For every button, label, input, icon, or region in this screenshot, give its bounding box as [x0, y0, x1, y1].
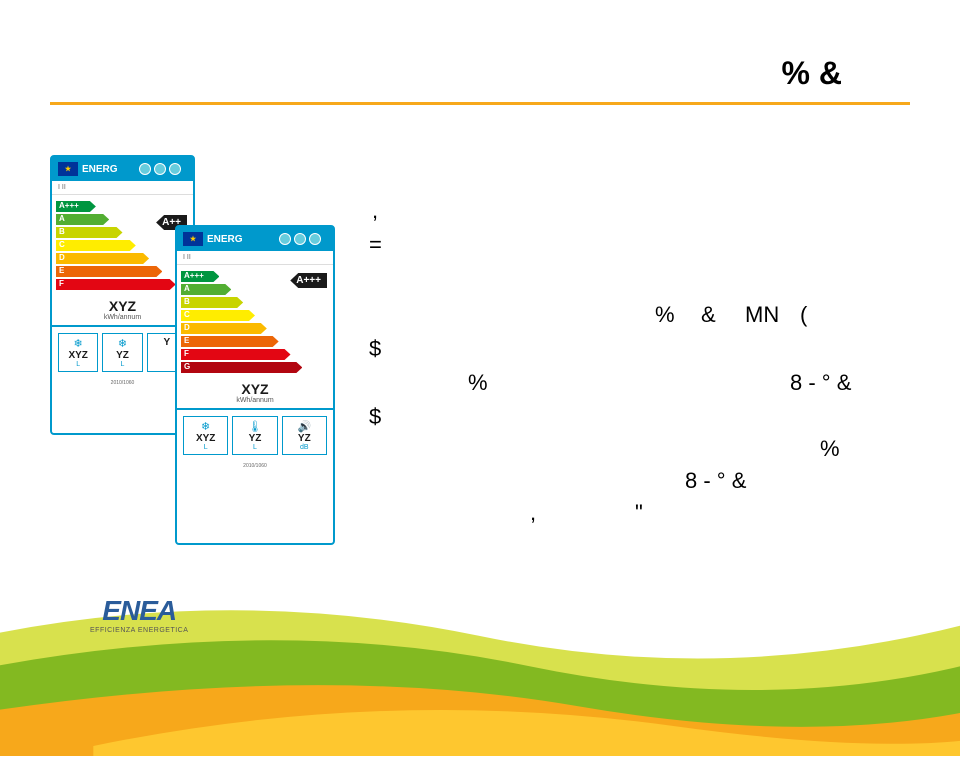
label-bottom-item: ❄XYZL: [58, 333, 98, 372]
label1-xyz: XYZ: [52, 294, 193, 314]
label1-bars: A++ A+++ABCDEF: [52, 195, 193, 294]
energy-bar: B: [56, 227, 189, 238]
body-symbol: %: [655, 302, 675, 328]
energy-bar: A: [56, 214, 189, 225]
label1-header: ENERG: [52, 157, 193, 181]
label2-icons: [273, 231, 327, 247]
label2-footer: 2010/1060: [177, 461, 333, 471]
body-symbol: MN: [745, 302, 779, 328]
label1-bottom: ❄XYZL❄YZLY: [52, 325, 193, 378]
energy-label-2: ENERG I II A+++ A+++ABCDEFG XYZ kWh/annu…: [175, 225, 335, 545]
label-bottom-item: ❄XYZL: [183, 416, 228, 455]
label2-subheader: I II: [177, 251, 333, 265]
energy-bar: E: [56, 266, 189, 277]
label2-bottom: ❄XYZL🌡YZL🔊YZdB: [177, 408, 333, 461]
body-symbol: $: [369, 404, 381, 430]
energy-bar: D: [181, 323, 329, 334]
energy-bar: D: [56, 253, 189, 264]
eu-flag-icon: [58, 162, 78, 176]
label1-title: ENERG: [82, 164, 118, 175]
label-bottom-item: 🌡YZL: [232, 416, 277, 455]
energy-bar: F: [56, 279, 189, 290]
body-symbol: ,: [372, 198, 378, 224]
footer-swoosh: [0, 536, 960, 756]
energy-bar: C: [56, 240, 189, 251]
body-symbol: %: [820, 436, 840, 462]
enea-logo: ENEA: [90, 595, 188, 627]
energy-label-1: ENERG I II A++ A+++ABCDEF XYZ kWh/annum …: [50, 155, 195, 435]
enea-logo-block: ENEA EFFICIENZA ENERGETICA: [90, 595, 188, 634]
energy-bar: C: [181, 310, 329, 321]
header-symbols: % &: [782, 55, 842, 92]
energy-bar: G: [181, 362, 329, 373]
label1-xyz-sub: kWh/annum: [52, 314, 193, 321]
label-bottom-item: ❄YZL: [102, 333, 142, 372]
label1-subheader: I II: [52, 181, 193, 195]
body-symbol: ,: [530, 500, 536, 526]
label-bottom-item: 🔊YZdB: [282, 416, 327, 455]
label2-xyz-sub: kWh/annum: [177, 397, 333, 404]
label2-header: ENERG: [177, 227, 333, 251]
energy-bar: E: [181, 336, 329, 347]
body-symbol: ": [635, 500, 643, 526]
energy-bar: A: [181, 284, 329, 295]
eu-flag-icon: [183, 232, 203, 246]
label2-title: ENERG: [207, 234, 243, 245]
energy-bar: F: [181, 349, 329, 360]
label2-xyz: XYZ: [177, 377, 333, 397]
enea-subtitle: EFFICIENZA ENERGETICA: [90, 627, 188, 634]
body-symbol: 8 - ° &: [790, 370, 851, 396]
energy-bar: A+++: [181, 271, 329, 282]
energy-bar: B: [181, 297, 329, 308]
energy-bar: A+++: [56, 201, 189, 212]
body-symbol: $: [369, 336, 381, 362]
body-symbol: 8 - ° &: [685, 468, 746, 494]
body-symbol: (: [800, 302, 807, 328]
body-symbol: %: [468, 370, 488, 396]
label1-icons: [133, 161, 187, 177]
body-symbol: =: [369, 232, 382, 258]
header-rule: [50, 102, 910, 105]
label2-bars: A+++ A+++ABCDEFG: [177, 265, 333, 377]
body-symbol: &: [701, 302, 716, 328]
label1-footer: 2010/1060: [52, 378, 193, 388]
